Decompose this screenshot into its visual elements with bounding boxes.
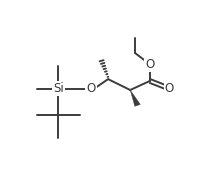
Text: O: O [86, 82, 96, 95]
Polygon shape [130, 90, 140, 106]
Text: Si: Si [53, 82, 64, 95]
Text: O: O [145, 58, 154, 71]
Text: O: O [165, 82, 174, 95]
